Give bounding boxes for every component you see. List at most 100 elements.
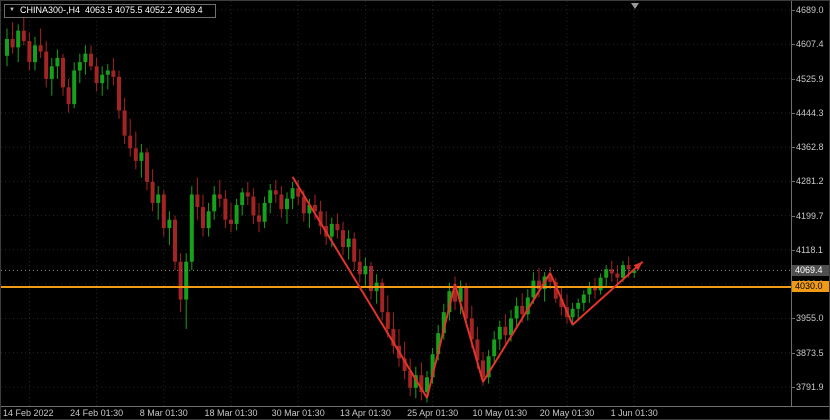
candle-body <box>229 219 233 224</box>
candle-body <box>251 196 256 216</box>
candle-body <box>122 110 127 136</box>
candle-body <box>44 51 49 79</box>
candle-body <box>609 269 614 274</box>
price-axis[interactable]: 4689.0 4607.4 4525.9 4444.3 4362.8 4281.2 4199… <box>792 1 829 406</box>
hline-price-tag: 4030.0 <box>792 281 829 293</box>
candle-body <box>217 194 222 199</box>
trendline-segment[interactable] <box>482 272 552 383</box>
candle-body <box>55 57 60 67</box>
symbol-marker-icon: ▼ <box>9 7 15 13</box>
candle-body <box>430 354 435 378</box>
price-tick <box>792 181 795 183</box>
candle-body <box>21 30 26 42</box>
price-label: 4444.3 <box>796 107 824 118</box>
price-label: 4281.2 <box>796 176 824 187</box>
candle-body <box>240 192 245 205</box>
candle-body <box>525 297 530 315</box>
candle-body <box>156 194 161 203</box>
candle-body <box>301 196 306 214</box>
time-label: 8 Mar 01:30 <box>139 408 188 418</box>
candle-body <box>581 294 586 303</box>
trendline-segment[interactable] <box>426 283 456 399</box>
candle-body <box>492 339 497 357</box>
price-tick <box>792 78 795 80</box>
candle-body <box>486 356 491 378</box>
trendline-segment[interactable] <box>291 176 428 399</box>
trendline-segment[interactable] <box>454 283 484 383</box>
candle-body <box>66 87 71 105</box>
candle-body <box>61 57 65 88</box>
candle-body <box>49 66 54 79</box>
price-tick <box>792 215 795 217</box>
candle-body <box>33 45 37 63</box>
candle-body <box>128 135 133 149</box>
candle-body <box>161 194 166 229</box>
candle-body <box>537 280 541 290</box>
candle-body <box>425 377 429 393</box>
candlestick-chart[interactable] <box>1 1 791 406</box>
candle-body <box>94 66 99 84</box>
candle-body <box>475 339 480 361</box>
candle-body <box>576 302 581 309</box>
candle-body <box>352 238 357 262</box>
candle-body <box>481 360 485 378</box>
candle-body <box>184 261 189 300</box>
candle-body <box>464 286 469 319</box>
candle-body <box>201 207 205 229</box>
candle-body <box>72 70 77 105</box>
bid-price-tag: 4069.4 <box>792 264 829 276</box>
candle-body <box>621 265 625 278</box>
symbol-name: CHINA300-,H4 <box>19 5 80 15</box>
candle-body <box>346 238 351 248</box>
candle-body <box>178 261 183 300</box>
trendline-segment[interactable] <box>571 260 644 326</box>
time-label: 25 Apr 01:30 <box>407 408 459 418</box>
candle-body <box>593 286 597 291</box>
candle-body <box>313 204 317 212</box>
candle-body <box>632 270 637 273</box>
candle-body <box>150 181 155 203</box>
candle-body <box>5 38 9 56</box>
symbol-ohlc-label: ▼ CHINA300-,H4 4063.5 4075.5 4052.2 4069… <box>4 4 216 18</box>
price-label: 4607.4 <box>796 39 824 50</box>
candle-body <box>604 269 609 278</box>
price-tick <box>792 147 795 149</box>
time-label: 10 May 01:30 <box>472 408 528 418</box>
candle-body <box>262 202 267 222</box>
time-label: 18 Mar 01:30 <box>204 408 258 418</box>
time-axis[interactable]: 14 Feb 2022 24 Feb 01:30 8 Mar 01:30 18 Mar… <box>1 407 791 419</box>
candle-body <box>111 70 116 77</box>
candle-body <box>458 286 463 302</box>
chart-shift-marker[interactable] <box>631 3 639 9</box>
candle-body <box>453 291 457 302</box>
time-label: 24 Feb 01:30 <box>70 408 124 418</box>
trendline-segment[interactable] <box>549 272 574 326</box>
candle-body <box>548 276 553 282</box>
price-tick <box>792 318 795 320</box>
price-label: 3791.9 <box>796 381 824 392</box>
candle-body <box>10 38 15 48</box>
candle-body <box>145 152 149 182</box>
candle-body <box>173 219 177 262</box>
price-tick <box>792 249 795 251</box>
candle-body <box>83 53 88 63</box>
candle-body <box>296 188 301 197</box>
candle-body <box>195 194 200 208</box>
price-label: 4199.7 <box>796 210 824 221</box>
time-axis-separator <box>1 406 829 407</box>
price-axis-separator <box>791 1 792 406</box>
candle-body <box>408 370 413 388</box>
candle-body <box>357 261 362 275</box>
candle-body <box>380 282 385 313</box>
candle-body <box>509 318 513 336</box>
candle-body <box>38 45 43 52</box>
candle-body <box>223 198 228 220</box>
candle-body <box>285 198 289 210</box>
candle-body <box>206 211 211 229</box>
candle-body <box>257 215 261 222</box>
candle-body <box>279 194 284 210</box>
candle-body <box>553 281 558 299</box>
candle-body <box>436 333 441 355</box>
trendline-arrowhead[interactable] <box>633 261 643 271</box>
